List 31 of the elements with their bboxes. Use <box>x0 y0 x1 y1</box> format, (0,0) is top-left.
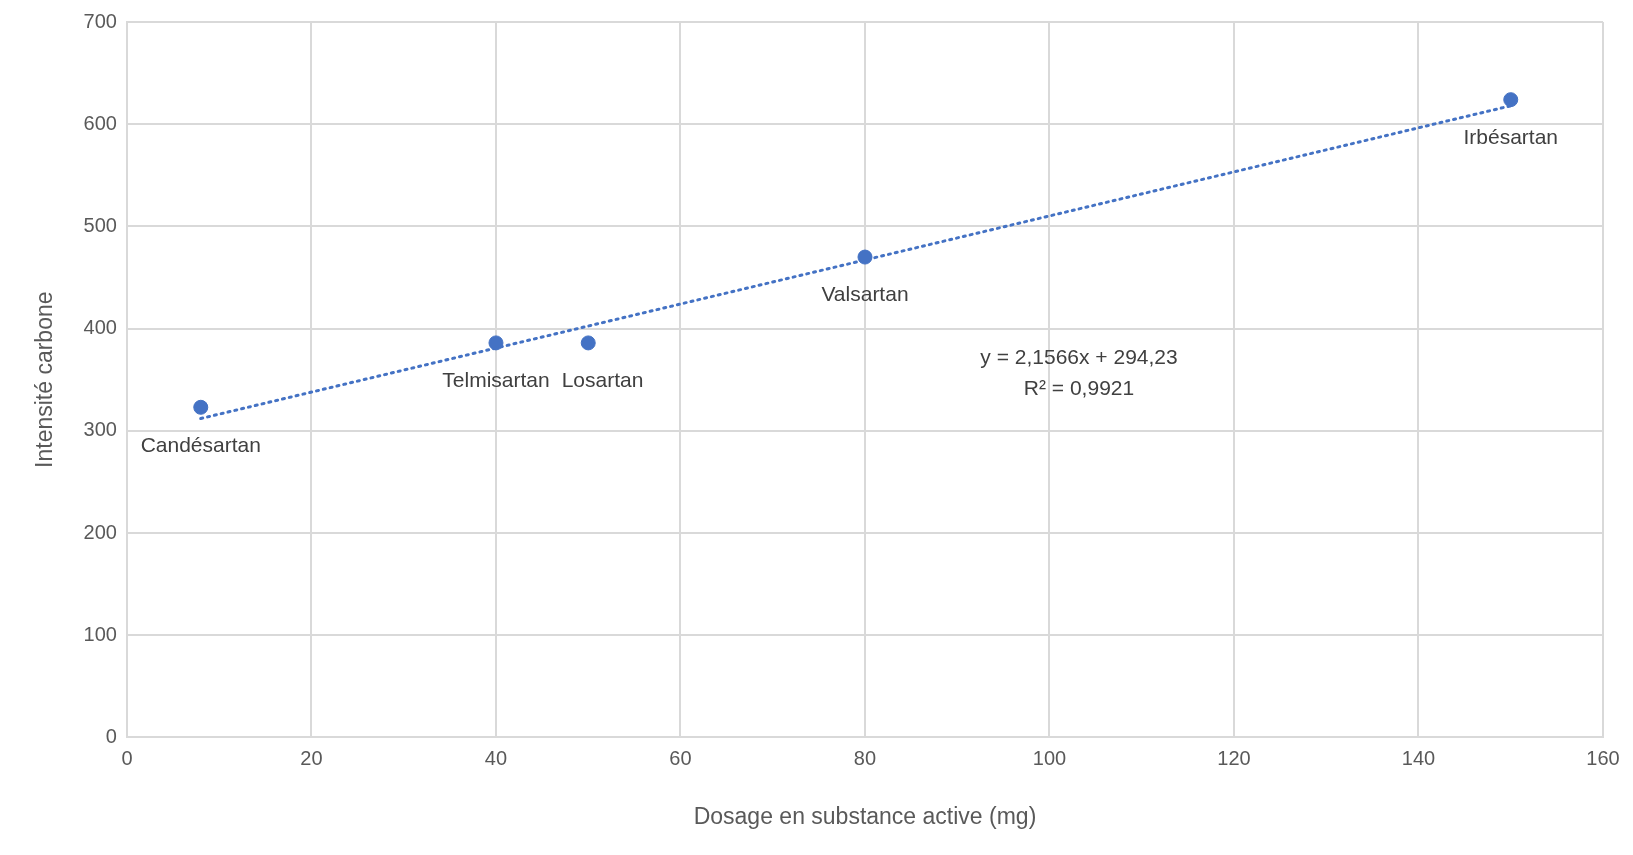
y-tick-label: 100 <box>83 622 117 645</box>
annotation: Valsartan <box>821 282 909 306</box>
y-axis-title: Intensité carbone <box>31 291 58 468</box>
x-tick-label: 20 <box>300 746 323 769</box>
point <box>488 335 504 351</box>
annotation: Losartan <box>561 368 644 392</box>
y-tick-label: 600 <box>83 111 117 134</box>
x-tick-label: 40 <box>484 746 508 769</box>
point <box>580 335 596 351</box>
point <box>1503 92 1519 108</box>
x-tick-label: 140 <box>1401 746 1436 769</box>
annotation: R² = 0,9921 <box>1023 375 1135 399</box>
y-tick-label: 700 <box>83 9 117 32</box>
x-axis-title: Dosage en substance active (mg) <box>693 802 1037 829</box>
x-tick-label: 100 <box>1032 746 1067 769</box>
y-tick-label: 500 <box>83 213 117 236</box>
x-tick-label: 120 <box>1217 746 1251 769</box>
y-tick-label: 400 <box>83 316 117 339</box>
x-tick-label: 60 <box>669 746 692 769</box>
y-tick-label: 0 <box>105 724 117 747</box>
point <box>193 399 209 415</box>
y-tick-label: 200 <box>83 520 117 543</box>
point <box>857 249 873 265</box>
annotation: Irbésartan <box>1463 124 1559 148</box>
x-tick-label: 0 <box>121 746 133 769</box>
annotation: Candésartan <box>140 432 261 456</box>
annotation: Telmisartan <box>442 368 550 392</box>
y-tick-label: 300 <box>83 418 117 441</box>
annotation: y = 2,1566x + 294,23 <box>980 344 1178 368</box>
x-tick-label: 80 <box>853 746 877 769</box>
x-tick-label: 160 <box>1586 746 1620 769</box>
